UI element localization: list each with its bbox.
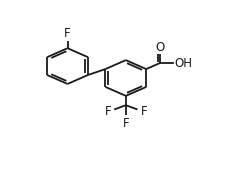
Text: F: F	[64, 27, 71, 40]
Text: O: O	[155, 41, 164, 54]
Text: F: F	[123, 117, 129, 130]
Text: OH: OH	[174, 57, 192, 70]
Text: F: F	[141, 105, 147, 118]
Text: F: F	[105, 105, 111, 118]
